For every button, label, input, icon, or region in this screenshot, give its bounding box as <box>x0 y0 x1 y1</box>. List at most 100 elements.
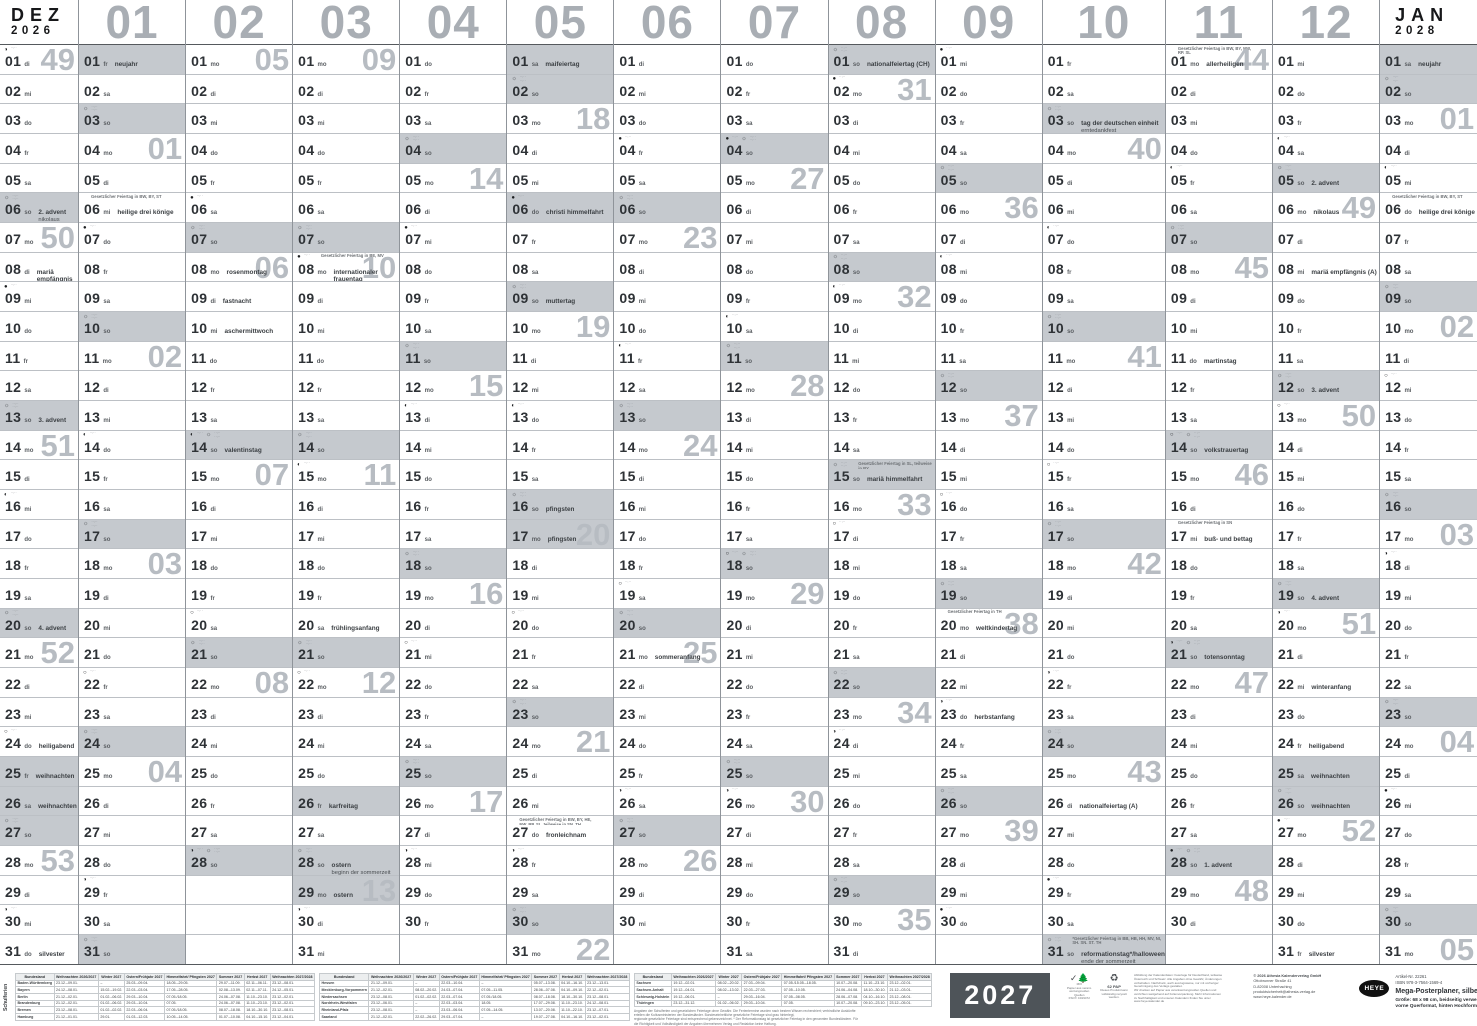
day-row: 19 so <box>936 588 1042 602</box>
weekday-abbrev: mo <box>1067 774 1077 781</box>
day-cell: 14 do <box>1042 430 1165 461</box>
day-cell: 10 mo 19 <box>507 312 614 342</box>
day-number: 15 <box>1277 468 1295 485</box>
week-number: 23 <box>682 223 718 253</box>
weekday-abbrev: do <box>317 566 325 573</box>
day-cell: ☼ ··:·· ··:·· 25 so <box>400 757 507 787</box>
weekday-abbrev: fr <box>1067 477 1072 484</box>
week-number: 04 <box>1439 727 1475 758</box>
sunrise-sunset-icon: ☼ <box>1276 788 1283 795</box>
day-row: 25 di <box>507 766 613 780</box>
day-number: 18 <box>1385 557 1402 574</box>
day-number: 04 <box>191 142 208 159</box>
day-number: 12 <box>298 379 315 396</box>
month-column-05: 05 01 sa maifeiertag ☼ ··:·· ··:·· 02 so 03 mo 18 04… <box>507 0 615 964</box>
day-cell: 17 do <box>614 519 721 550</box>
week-number: 52 <box>1341 816 1377 847</box>
day-row: 18 di <box>1380 558 1477 572</box>
weekday-abbrev: so <box>638 210 646 217</box>
weekday-abbrev: do <box>1297 714 1305 721</box>
day-row: 25 so <box>400 766 506 780</box>
sunrise-sunset-icon: ☼ <box>1046 936 1053 943</box>
weekday-abbrev: so <box>1404 91 1412 98</box>
table-row: Berlin 21.12.–02.01. 01.02.–06.02. 29.03.–1… <box>15 993 315 1001</box>
moon-phase-icon: ◑ <box>939 699 944 706</box>
day-number: 16 <box>5 498 22 515</box>
weekday-abbrev: sa <box>1190 418 1197 425</box>
weekday-abbrev: so <box>317 655 325 662</box>
day-number: 26 <box>5 794 22 811</box>
day-row: 24 sa <box>400 736 506 750</box>
day-row: 06 mo nikolaus <box>1273 202 1379 216</box>
column-header: Weihnachten 2026/2027 <box>368 973 414 981</box>
day-number: 09 <box>833 290 850 307</box>
day-number: 16 <box>405 498 422 515</box>
holiday-label: internationaler frauentag <box>333 268 378 283</box>
holiday-date-range: – <box>412 999 440 1008</box>
day-row: 19 fr <box>186 588 292 602</box>
day-row: 20 sa <box>186 618 292 632</box>
holiday-label: weihnachten <box>35 773 75 781</box>
moon-phase-icon: ◐ <box>511 402 515 409</box>
weekday-abbrev: fr <box>638 151 644 158</box>
year-grid: DEZ 2026 ◑ ··:·· 01 di 49 02 mi 03 do 04 fr 05 sa ☼ ··:·… <box>0 0 1477 965</box>
weekday-abbrev: do <box>1404 210 1412 217</box>
weekday-abbrev: fr <box>1404 447 1409 454</box>
holiday-date-range: 29.03.–07.04. <box>438 1013 480 1021</box>
day-info-strip: ☼ ··:·· ··:·· <box>939 787 955 795</box>
state-name: Hamburg <box>15 1013 55 1021</box>
regional-holiday-note: Gesetzlicher Feiertag in BW, BY, NW, RP,… <box>1177 45 1251 54</box>
day-row: 22 mo <box>186 677 292 691</box>
day-row: 19 do <box>829 588 935 602</box>
day-row: 13 so <box>614 410 720 424</box>
weekday-abbrev: sa <box>638 596 646 603</box>
day-info-strip: ● ··:·· <box>939 45 953 53</box>
day-row: 04 so <box>721 143 827 157</box>
regional-holiday-note: Gesetzlicher Feiertag in TH <box>947 609 1002 615</box>
weekday-abbrev: sa <box>1067 922 1074 929</box>
day-number: 10 <box>1385 320 1402 337</box>
day-cell: 15 sa <box>1380 460 1477 491</box>
day-cell: 01 di <box>614 45 721 75</box>
day-row: 02 do <box>936 84 1042 98</box>
day-number: 30 <box>405 913 422 930</box>
day-cell: 19 fr <box>186 579 293 609</box>
day-info-strip: ☼ ··:·· ··:·· <box>190 223 205 232</box>
holiday-date-range: 23.12.–08.01. <box>368 1006 414 1015</box>
day-row: 21 di <box>936 647 1042 661</box>
weekday-abbrev: fr <box>424 91 429 98</box>
weekday-abbrev: fr <box>317 180 322 187</box>
day-number: 01 <box>191 53 208 69</box>
weekday-abbrev: fr <box>745 714 751 721</box>
day-row: 07 mo <box>0 232 78 246</box>
day-row: 28 so 1. advent <box>1166 855 1272 869</box>
weekday-abbrev: di <box>531 774 538 781</box>
day-row: 01 do <box>721 54 827 68</box>
day-row: 20 do <box>507 618 613 632</box>
day-info-strip: ☼ ··:·· ··:·· <box>725 342 741 350</box>
weekday-abbrev: so <box>745 774 753 781</box>
day-row: 08 so <box>829 262 935 276</box>
week-number: 25 <box>682 638 718 669</box>
day-cell: 14 mo 51 <box>0 430 78 461</box>
day-number: 13 <box>191 409 208 426</box>
day-number: 16 <box>84 498 101 515</box>
day-row: 13 sa <box>186 410 292 424</box>
day-row: 01 do <box>400 54 506 68</box>
holiday-date-range: 28.06.–07.08. <box>531 986 560 994</box>
day-row: 17 mi <box>293 529 399 543</box>
day-number: 28 <box>1385 854 1402 871</box>
day-row: 24 sa <box>721 736 827 750</box>
regional-holiday-note: Gesetzlicher Feiertag in BW, BY, HE, NW,… <box>519 816 592 826</box>
day-cell: 25 fr weihnachten <box>0 757 78 787</box>
day-row: 21 so <box>293 647 399 661</box>
weekday-abbrev: mi <box>960 685 968 692</box>
day-info-strip: ○ ··:·· ☼ ··:·· ··:·· <box>725 549 756 558</box>
day-cell <box>186 875 293 906</box>
holiday-date-range: 23.12.–07.01. <box>584 1006 630 1015</box>
month-column-07: 07 01 do 02 fr 03 sa ● ··:·· ☼ ··:·· ··:·· 04 so 05 mo 2… <box>721 0 829 964</box>
school-holiday-table: Bundesland Weihnachten 2026/2027 Winter 20… <box>318 973 630 1021</box>
weekday-abbrev: mi <box>103 625 111 632</box>
day-info-strip: ○ ··:·· <box>190 609 203 617</box>
day-row: 11 mi <box>829 351 935 365</box>
